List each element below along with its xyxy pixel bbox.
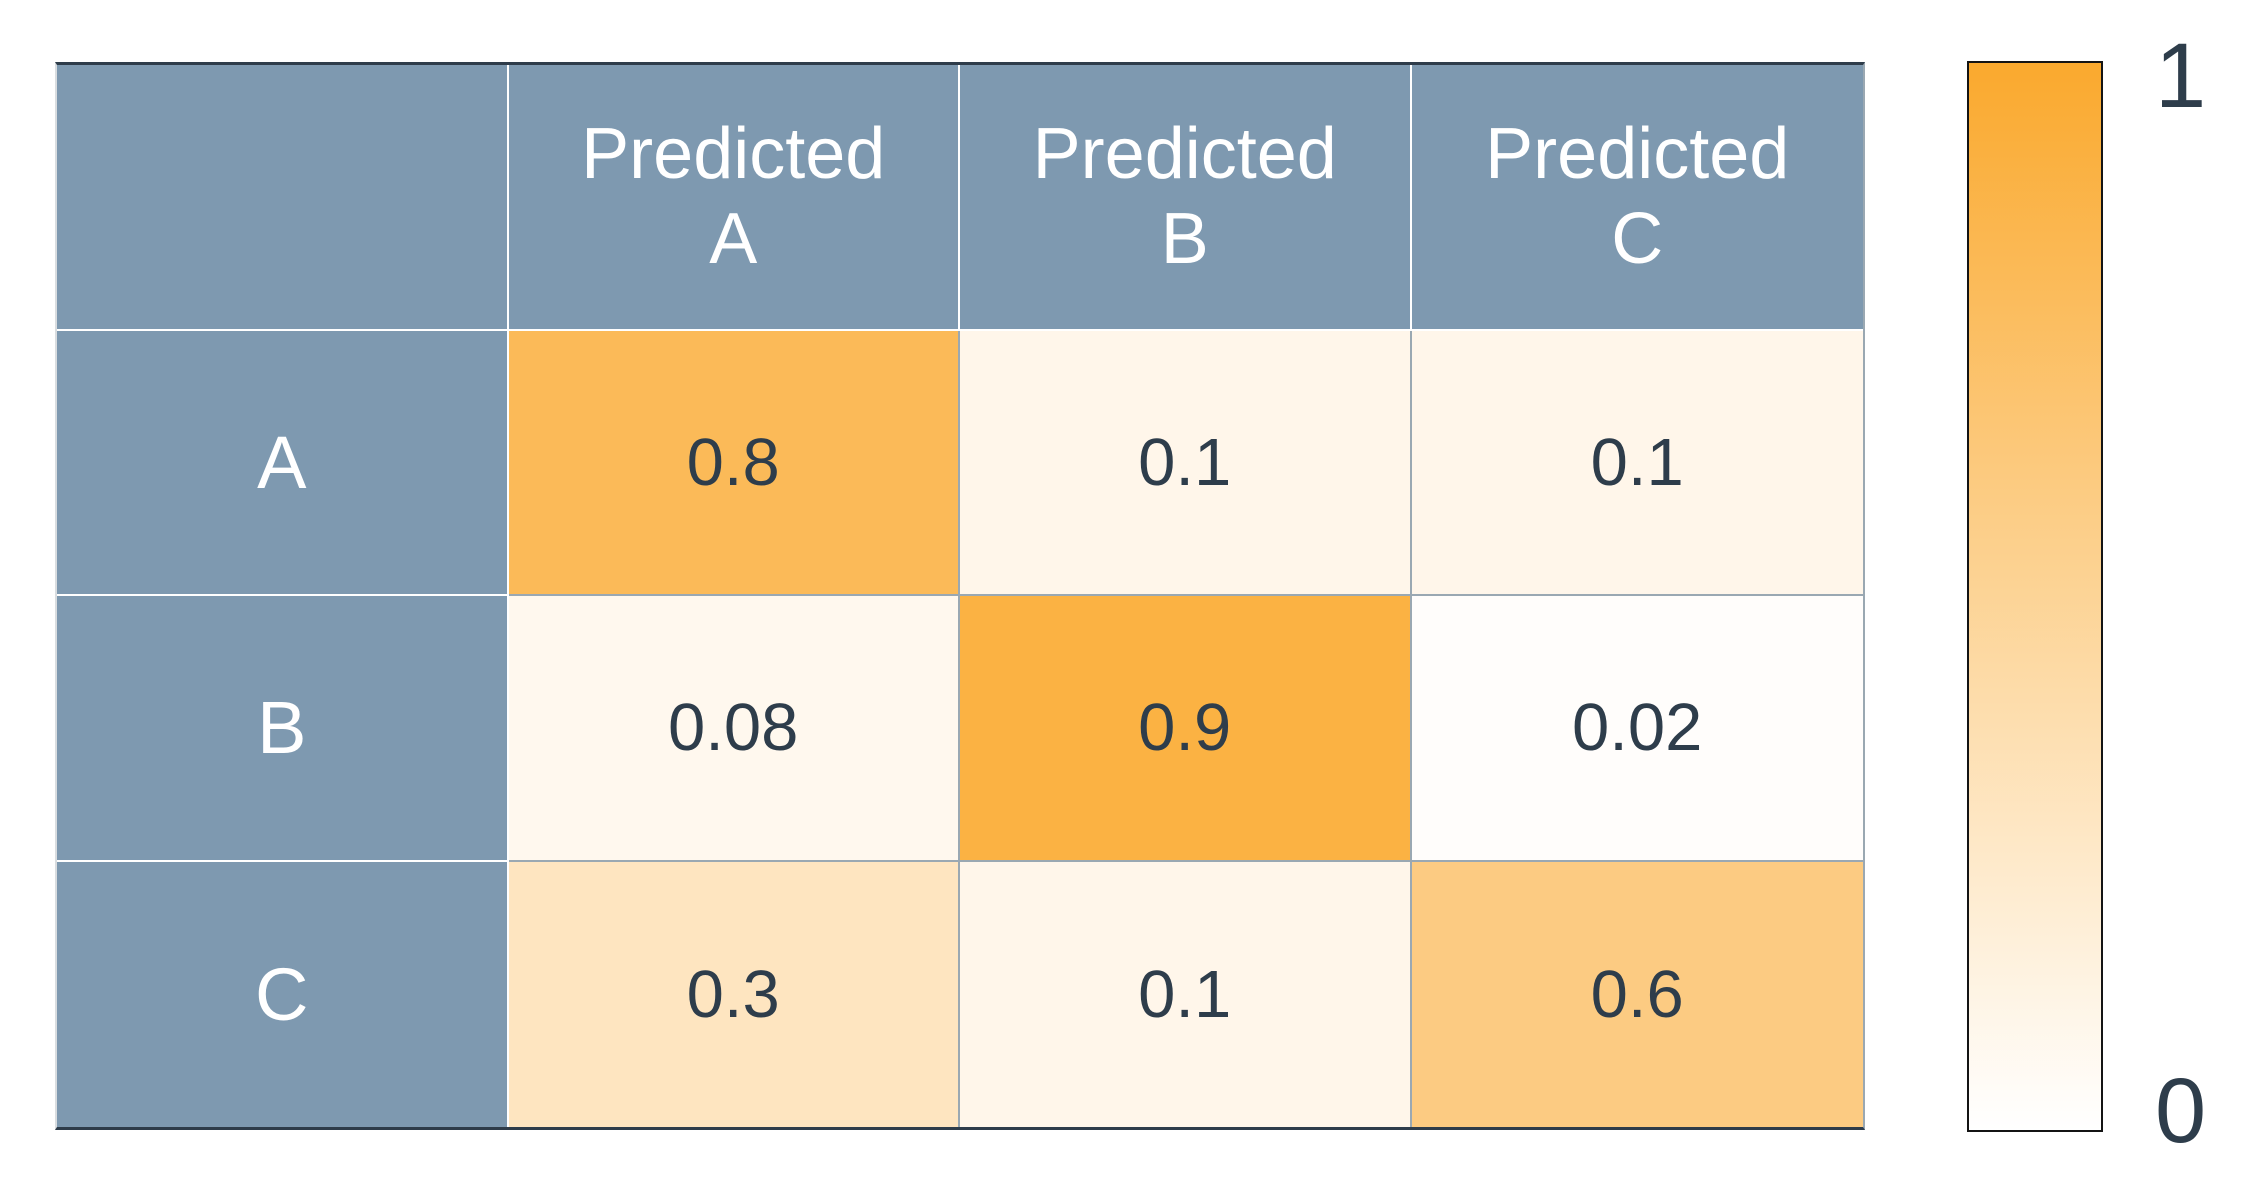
heatmap-cell-c-predicted-c: 0.6 xyxy=(1411,861,1863,1127)
heatmap-cell-b-predicted-c: 0.02 xyxy=(1411,596,1863,862)
row-label-c: C xyxy=(57,861,509,1127)
colorbar-gradient xyxy=(1967,61,2103,1132)
confusion-matrix-table: Predicted A Predicted B Predicted C A 0.8 0.1… xyxy=(55,62,1865,1130)
colorbar-min-label: 0 xyxy=(2155,1060,2207,1162)
heatmap-cell-a-predicted-c: 0.1 xyxy=(1411,330,1863,596)
heatmap-cell-b-predicted-a: 0.08 xyxy=(508,596,960,862)
heatmap-cell-a-predicted-b: 0.1 xyxy=(960,330,1412,596)
heatmap-cell-c-predicted-a: 0.3 xyxy=(508,861,960,1127)
colorbar-max-label: 1 xyxy=(2155,25,2207,127)
row-label-b: B xyxy=(57,596,509,862)
column-header-predicted-a: Predicted A xyxy=(508,65,960,331)
column-header-predicted-b: Predicted B xyxy=(960,65,1412,331)
heatmap-cell-a-predicted-a: 0.8 xyxy=(508,330,960,596)
row-label-a: A xyxy=(57,330,509,596)
heatmap-cell-c-predicted-b: 0.1 xyxy=(960,861,1412,1127)
column-header-predicted-c: Predicted C xyxy=(1411,65,1863,331)
corner-cell xyxy=(57,65,509,331)
heatmap-cell-b-predicted-b: 0.9 xyxy=(960,596,1412,862)
